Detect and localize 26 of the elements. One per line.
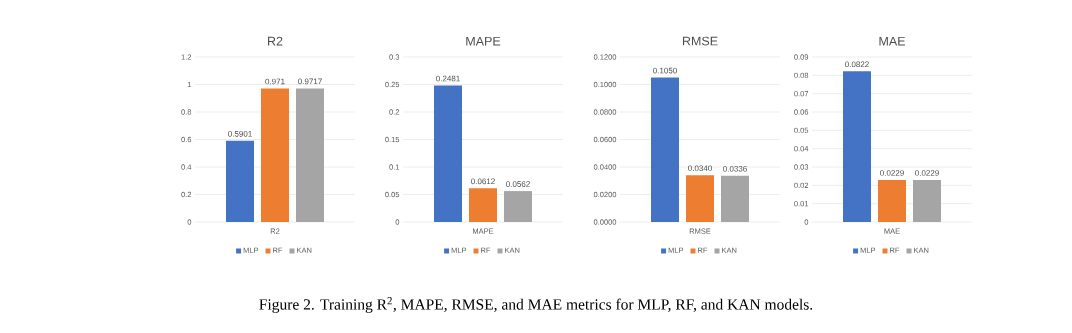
bar (434, 85, 463, 222)
bar (469, 188, 498, 222)
x-tick-label: MAE (879, 36, 906, 46)
data-label: 0.5901 (228, 131, 252, 137)
bar (721, 175, 749, 222)
data-label: 0.0562 (506, 181, 530, 187)
caption: Figure 2. Training R$^{2}$, MAPE, RMSE, and MAE metrics for MLP, RF, and KAN models. (259, 297, 813, 313)
data-label: 0.1050 (653, 67, 677, 74)
x-tick-label: R2 (268, 36, 283, 46)
data-label: 0.0612 (471, 178, 495, 185)
data-label: 0.0229 (915, 170, 939, 176)
data-label: 0.0336 (723, 165, 747, 172)
data-label: 0.0822 (845, 61, 869, 68)
bar (686, 175, 715, 222)
x-tick-label: RMSE (682, 36, 718, 46)
bar (261, 88, 290, 222)
data-label: 0.0229 (880, 170, 904, 176)
data-label: 0.9717 (298, 78, 322, 85)
bar (651, 77, 680, 222)
data-label: 0.0340 (688, 165, 712, 172)
bar (504, 191, 532, 222)
bar (226, 140, 254, 222)
x-tick-label: MAPE (466, 36, 501, 46)
bar (296, 88, 324, 222)
data-label: 0.2481 (436, 75, 460, 82)
data-label: 0.971 (265, 78, 285, 85)
